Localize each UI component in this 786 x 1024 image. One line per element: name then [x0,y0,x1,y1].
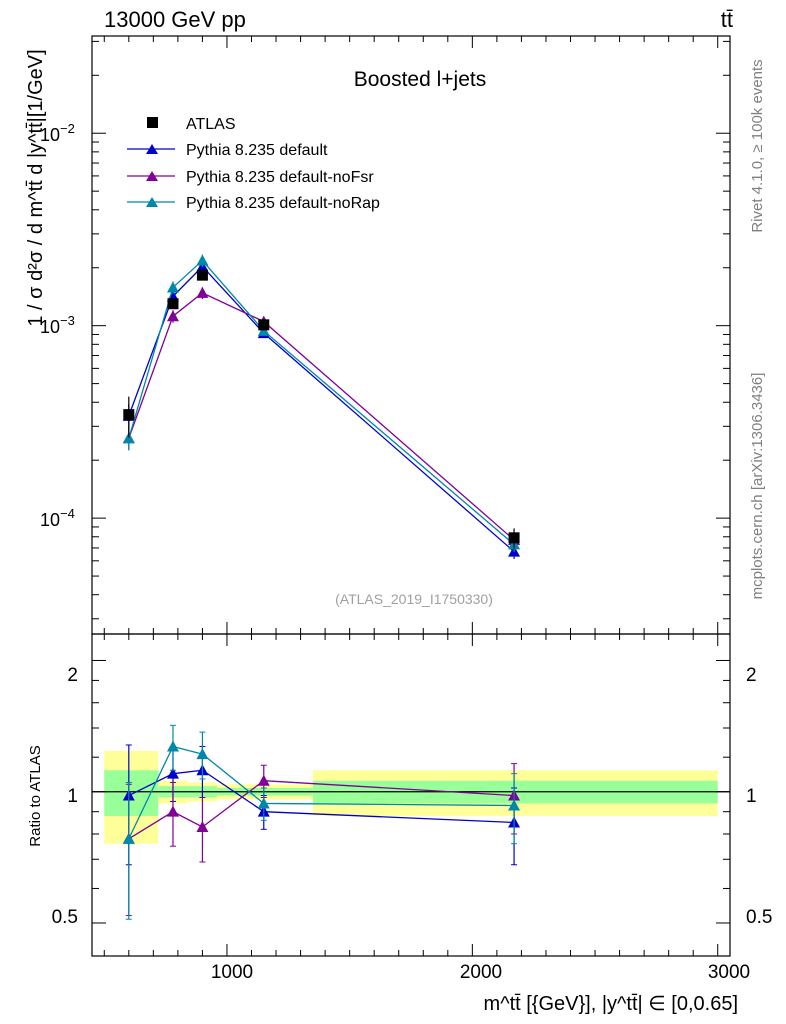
process-label: tt̄ [721,7,733,32]
legend-label-nofsr: Pythia 8.235 default-noFsr [186,169,374,186]
y-tick-label-1e-2: 10−2 [40,121,75,145]
ratio-tick-label-0.5: 0.5 [52,907,78,928]
ratio-marker [166,805,179,817]
y-tick-label-1e-4: 10−4 [40,506,75,530]
y-tick-exponent: −4 [60,506,75,521]
data-point [196,269,208,281]
main-series-layer [122,254,521,560]
rivet-version-label: Rivet 4.1.0, ≥ 100k events [749,59,766,232]
y-tick-label-1e-3: 10−3 [40,313,75,337]
ratio-marker [166,740,179,752]
ratio-series-layer [122,724,521,920]
data-point [258,319,270,331]
x-tick-label-1000: 1000 [211,962,253,983]
series-marker [122,432,135,444]
legend-marker-default [146,144,158,154]
beam-label: 13000 GeV pp [104,7,246,32]
legend-marker-norap [146,197,158,207]
ratio-marker [257,797,270,809]
ratio-marker [166,767,179,779]
legend-label-default: Pythia 8.235 default [186,142,328,159]
series-marker [196,254,209,266]
y-tick-exponent: −3 [60,313,75,328]
series-line-1 [128,292,515,541]
x-axis-label: m^tt̄ [{GeV}], |y^tt̄| ∈ [0,0.65] [484,993,738,1015]
ratio-tick-label-2: 2 [67,665,78,686]
ratio-marker [196,748,209,760]
ratio-uncertainty-bands [92,750,730,844]
ratio-y-axis-label: Ratio to ATLAS [27,745,44,846]
x-tick-label-3000: 3000 [708,962,750,983]
series-line-0 [128,265,515,553]
x-tick-label-2000: 2000 [460,962,502,983]
ratio-stat-band [104,770,159,816]
legend: ATLAS Pythia 8.235 default Pythia 8.235 … [127,116,380,212]
ratio-marker [257,774,270,786]
ratio-tick-label-1: 1 [67,786,78,807]
main-y-axis-label: 1 / σ d²σ / d m^tt̄ d |y^tt̄|[1/GeV] [25,49,47,326]
mcplots-label: mcplots.cern.ch [arXiv:1306.3436] [749,373,766,600]
y-tick-exponent: −2 [60,121,75,136]
ratio-marker [508,799,521,811]
ratio-tick-label-0.5-right: 0.5 [746,907,772,928]
ratio-marker [196,821,209,833]
series-marker [166,310,179,322]
legend-label-norap: Pythia 8.235 default-noRap [186,195,380,212]
data-point [123,409,135,421]
legend-marker-nofsr [146,171,158,181]
legend-label-atlas: ATLAS [186,116,236,133]
ratio-tick-label-2-right: 2 [746,665,757,686]
analysis-id: (ATLAS_2019_I1750330) [335,591,493,607]
legend-marker-atlas [147,117,158,128]
series-marker [166,281,179,293]
ratio-plot-frame [91,633,731,957]
plot-title: Boosted l+jets [354,68,487,91]
ratio-marker [122,832,135,844]
data-point [167,298,179,310]
series-marker [257,324,270,336]
ratio-tick-label-1-right: 1 [746,786,757,807]
series-marker [196,286,209,298]
axis-ticks [92,36,730,956]
data-point [508,532,520,544]
